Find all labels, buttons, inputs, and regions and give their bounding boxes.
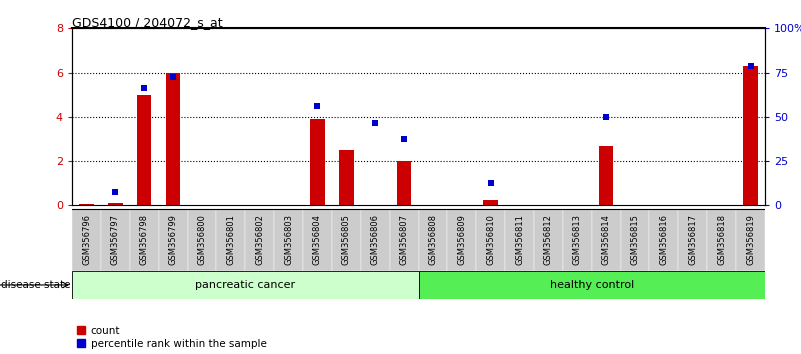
Text: GSM356808: GSM356808 [429,214,437,265]
Text: GDS4100 / 204072_s_at: GDS4100 / 204072_s_at [72,16,223,29]
Bar [418,209,448,271]
Bar [418,271,765,299]
Bar [534,209,563,271]
Text: GSM356805: GSM356805 [342,214,351,265]
Text: GSM356800: GSM356800 [198,214,207,265]
Bar [274,209,303,271]
Text: disease state: disease state [1,280,70,290]
Bar [159,209,187,271]
Bar [72,209,101,271]
Bar [108,203,123,205]
Text: GSM356797: GSM356797 [111,214,120,265]
Bar [599,145,614,205]
Text: GSM356813: GSM356813 [573,214,582,265]
Bar [79,204,94,205]
Bar [339,150,353,205]
Bar [187,209,216,271]
Text: GSM356796: GSM356796 [82,214,91,265]
Text: GSM356798: GSM356798 [139,214,149,265]
Bar [310,119,324,205]
Text: pancreatic cancer: pancreatic cancer [195,280,296,290]
Bar [389,209,418,271]
Bar [166,73,180,205]
Bar [707,209,736,271]
Text: GSM356802: GSM356802 [256,214,264,265]
Text: GSM356803: GSM356803 [284,214,293,265]
Bar [650,209,678,271]
Text: GSM356818: GSM356818 [717,214,727,265]
Text: GSM356804: GSM356804 [313,214,322,265]
Text: GSM356801: GSM356801 [227,214,235,265]
Bar [101,209,130,271]
Text: GSM356806: GSM356806 [371,214,380,265]
Bar [137,95,151,205]
Text: GSM356815: GSM356815 [630,214,639,265]
Bar [396,161,411,205]
Text: GSM356814: GSM356814 [602,214,610,265]
Text: GSM356819: GSM356819 [746,214,755,265]
Bar [484,200,498,205]
Bar [216,209,245,271]
Bar [563,209,592,271]
Text: GSM356810: GSM356810 [486,214,495,265]
Bar [592,209,621,271]
Text: GSM356799: GSM356799 [169,214,178,265]
Text: GSM356812: GSM356812 [544,214,553,265]
Bar [477,209,505,271]
Text: GSM356817: GSM356817 [688,214,698,265]
Bar [736,209,765,271]
Bar [245,209,274,271]
Bar [678,209,707,271]
Text: GSM356816: GSM356816 [659,214,668,265]
Bar [303,209,332,271]
Bar [448,209,477,271]
Bar [505,209,534,271]
Text: GSM356807: GSM356807 [400,214,409,265]
Bar [743,66,758,205]
Bar [72,271,418,299]
Legend: count, percentile rank within the sample: count, percentile rank within the sample [78,326,267,349]
Bar [332,209,360,271]
Text: healthy control: healthy control [549,280,634,290]
Text: GSM356809: GSM356809 [457,214,466,265]
Bar [130,209,159,271]
Bar [621,209,650,271]
Bar [360,209,389,271]
Text: GSM356811: GSM356811 [515,214,524,265]
